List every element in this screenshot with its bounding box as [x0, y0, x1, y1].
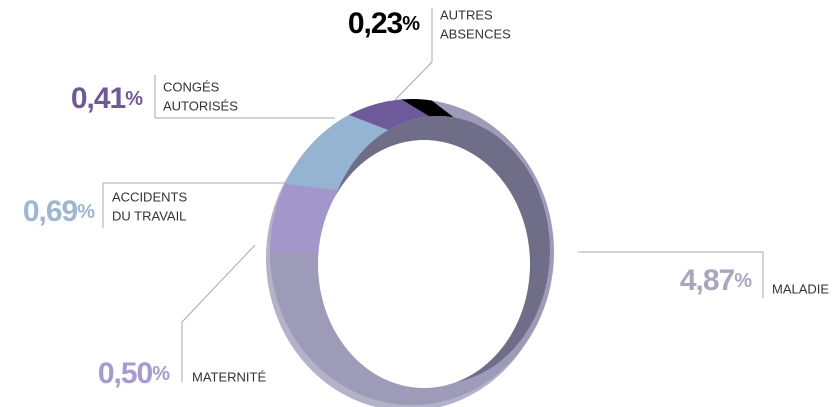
value-label: 0,23% [348, 7, 420, 40]
category-label: MALADIE [772, 281, 829, 296]
value-unit: % [734, 270, 752, 292]
value-number: 0,69 [23, 195, 78, 228]
category-label: ACCIDENTS [112, 189, 187, 204]
value-label: 0,41% [71, 82, 143, 115]
value-unit: % [77, 201, 95, 223]
donut-segment [285, 114, 389, 191]
value-unit: % [125, 88, 143, 110]
category-label: ABSENCES [440, 26, 511, 41]
value-number: 0,23 [348, 7, 403, 40]
donut-segment [401, 99, 454, 118]
value-number: 4,87 [680, 264, 735, 297]
category-label: AUTORISÉS [163, 98, 238, 113]
category-label: CONGÉS [163, 79, 220, 94]
value-unit: % [152, 363, 170, 385]
leader-line [181, 244, 256, 323]
hole [318, 140, 530, 388]
value-label: 4,87% [680, 264, 752, 297]
category-label: DU TRAVAIL [112, 208, 186, 223]
leader-line [394, 61, 433, 101]
category-label: MATERNITÉ [192, 369, 266, 384]
value-label: 0,50% [98, 357, 170, 390]
value-number: 0,41 [71, 82, 126, 115]
value-unit: % [402, 13, 420, 35]
donut-segment [348, 99, 430, 130]
value-number: 0,50 [98, 357, 153, 390]
value-label: 0,69% [23, 195, 95, 228]
category-label: AUTRES [440, 7, 493, 22]
